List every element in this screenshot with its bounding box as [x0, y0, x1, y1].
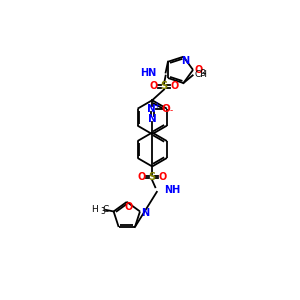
- Text: N: N: [148, 114, 157, 124]
- Text: CH: CH: [194, 70, 207, 79]
- Text: O: O: [171, 81, 179, 92]
- Text: N: N: [147, 104, 156, 114]
- Text: -: -: [170, 106, 173, 116]
- Text: HN: HN: [140, 68, 156, 78]
- Text: O: O: [149, 81, 158, 92]
- Text: H: H: [91, 206, 98, 214]
- Text: C: C: [103, 206, 109, 214]
- Text: S: S: [148, 172, 156, 182]
- Text: O: O: [124, 202, 133, 212]
- Text: O: O: [137, 172, 146, 182]
- Text: NH: NH: [164, 185, 181, 195]
- Text: N: N: [181, 56, 189, 65]
- Text: 3: 3: [100, 207, 105, 216]
- Text: N: N: [141, 208, 149, 218]
- Text: O: O: [194, 65, 202, 75]
- Text: 3: 3: [200, 69, 205, 78]
- Text: O: O: [159, 172, 167, 182]
- Text: S: S: [160, 81, 168, 92]
- Text: O: O: [162, 104, 170, 114]
- Text: +: +: [153, 101, 159, 110]
